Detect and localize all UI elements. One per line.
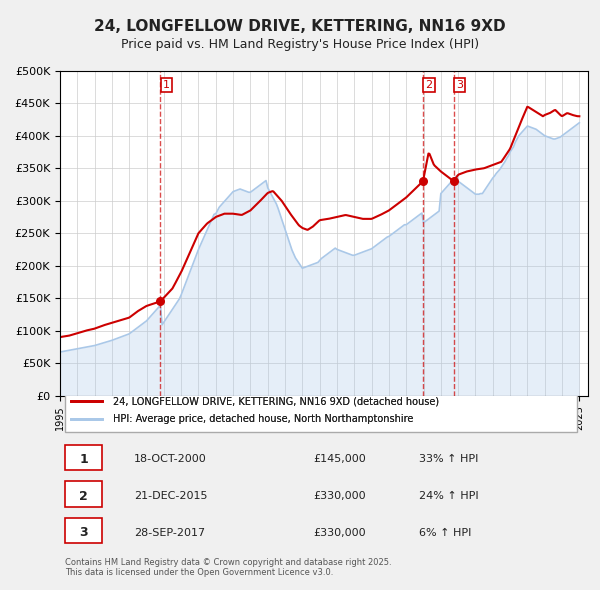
FancyBboxPatch shape	[65, 481, 102, 507]
FancyBboxPatch shape	[65, 445, 102, 470]
Text: 6% ↑ HPI: 6% ↑ HPI	[419, 527, 472, 537]
Text: 24, LONGFELLOW DRIVE, KETTERING, NN16 9XD (detached house): 24, LONGFELLOW DRIVE, KETTERING, NN16 9X…	[113, 396, 439, 406]
Text: 28-SEP-2017: 28-SEP-2017	[134, 527, 205, 537]
Point	[449, 176, 458, 186]
Point	[155, 297, 165, 306]
Text: HPI: Average price, detached house, North Northamptonshire: HPI: Average price, detached house, Nort…	[113, 414, 413, 424]
Text: 24, LONGFELLOW DRIVE, KETTERING, NN16 9XD (detached house): 24, LONGFELLOW DRIVE, KETTERING, NN16 9X…	[113, 396, 439, 406]
Text: 21-DEC-2015: 21-DEC-2015	[134, 491, 208, 501]
Text: Price paid vs. HM Land Registry's House Price Index (HPI): Price paid vs. HM Land Registry's House …	[121, 38, 479, 51]
Text: 33% ↑ HPI: 33% ↑ HPI	[419, 454, 478, 464]
FancyBboxPatch shape	[65, 392, 577, 432]
Text: 3: 3	[456, 80, 463, 90]
Text: 24, LONGFELLOW DRIVE, KETTERING, NN16 9XD: 24, LONGFELLOW DRIVE, KETTERING, NN16 9X…	[94, 19, 506, 34]
Text: 1: 1	[163, 80, 170, 90]
Text: £330,000: £330,000	[313, 491, 366, 501]
Text: Contains HM Land Registry data © Crown copyright and database right 2025.
This d: Contains HM Land Registry data © Crown c…	[65, 558, 392, 577]
Text: 2: 2	[425, 80, 433, 90]
FancyBboxPatch shape	[65, 518, 102, 543]
Text: £330,000: £330,000	[313, 527, 366, 537]
Text: 3: 3	[79, 526, 88, 539]
Text: HPI: Average price, detached house, North Northamptonshire: HPI: Average price, detached house, Nort…	[113, 414, 413, 424]
Point	[418, 176, 428, 186]
Text: 1: 1	[79, 453, 88, 466]
Text: 18-OCT-2000: 18-OCT-2000	[134, 454, 206, 464]
Text: 2: 2	[79, 490, 88, 503]
Text: £145,000: £145,000	[313, 454, 366, 464]
Text: 24% ↑ HPI: 24% ↑ HPI	[419, 491, 479, 501]
